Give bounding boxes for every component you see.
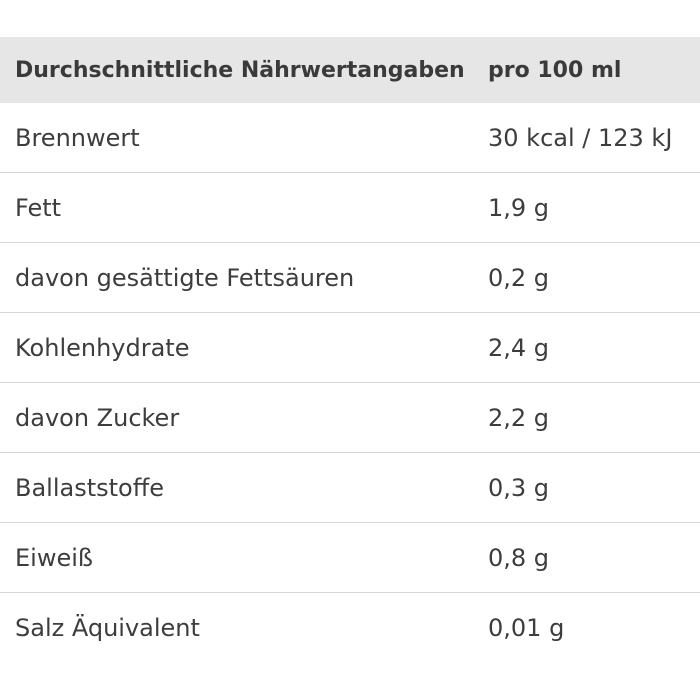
nutrient-value: 2,4 g bbox=[488, 333, 550, 362]
nutrient-name: Salz Äquivalent bbox=[15, 614, 200, 642]
nutrient-value: 1,9 g bbox=[488, 193, 550, 222]
nutrient-name: davon gesättigte Fettsäuren bbox=[15, 263, 355, 292]
table-row: Ballaststoffe 0,3 g bbox=[0, 453, 700, 523]
table-row: Brennwert 30 kcal / 123 kJ bbox=[0, 103, 700, 173]
nutrient-name: Fett bbox=[15, 193, 62, 222]
table-row: davon Zucker 2,2 g bbox=[0, 383, 700, 453]
nutrition-table: Durchschnittliche Nährwertangaben pro 10… bbox=[0, 37, 700, 663]
nutrient-name: Eiweiß bbox=[15, 543, 94, 572]
nutrient-value: 0,01 g bbox=[488, 614, 565, 642]
nutrient-name: Kohlenhydrate bbox=[15, 333, 190, 362]
nutrient-value: 0,2 g bbox=[488, 263, 550, 292]
table-row: davon gesättigte Fettsäuren 0,2 g bbox=[0, 243, 700, 313]
table-row: Eiweiß 0,8 g bbox=[0, 523, 700, 593]
header-unit: pro 100 ml bbox=[488, 57, 622, 83]
table-row: Fett 1,9 g bbox=[0, 173, 700, 243]
nutrient-value: 0,3 g bbox=[488, 473, 550, 502]
nutrient-value: 30 kcal / 123 kJ bbox=[488, 123, 673, 152]
table-row: Kohlenhydrate 2,4 g bbox=[0, 313, 700, 383]
table-header: Durchschnittliche Nährwertangaben pro 10… bbox=[0, 37, 700, 103]
nutrient-name: Brennwert bbox=[15, 123, 140, 152]
nutrient-value: 2,2 g bbox=[488, 403, 550, 432]
table-row: Salz Äquivalent 0,01 g bbox=[0, 593, 700, 663]
nutrient-name: Ballaststoffe bbox=[15, 473, 165, 502]
nutrient-name: davon Zucker bbox=[15, 403, 180, 432]
header-label: Durchschnittliche Nährwertangaben bbox=[15, 57, 465, 83]
nutrient-value: 0,8 g bbox=[488, 543, 550, 572]
